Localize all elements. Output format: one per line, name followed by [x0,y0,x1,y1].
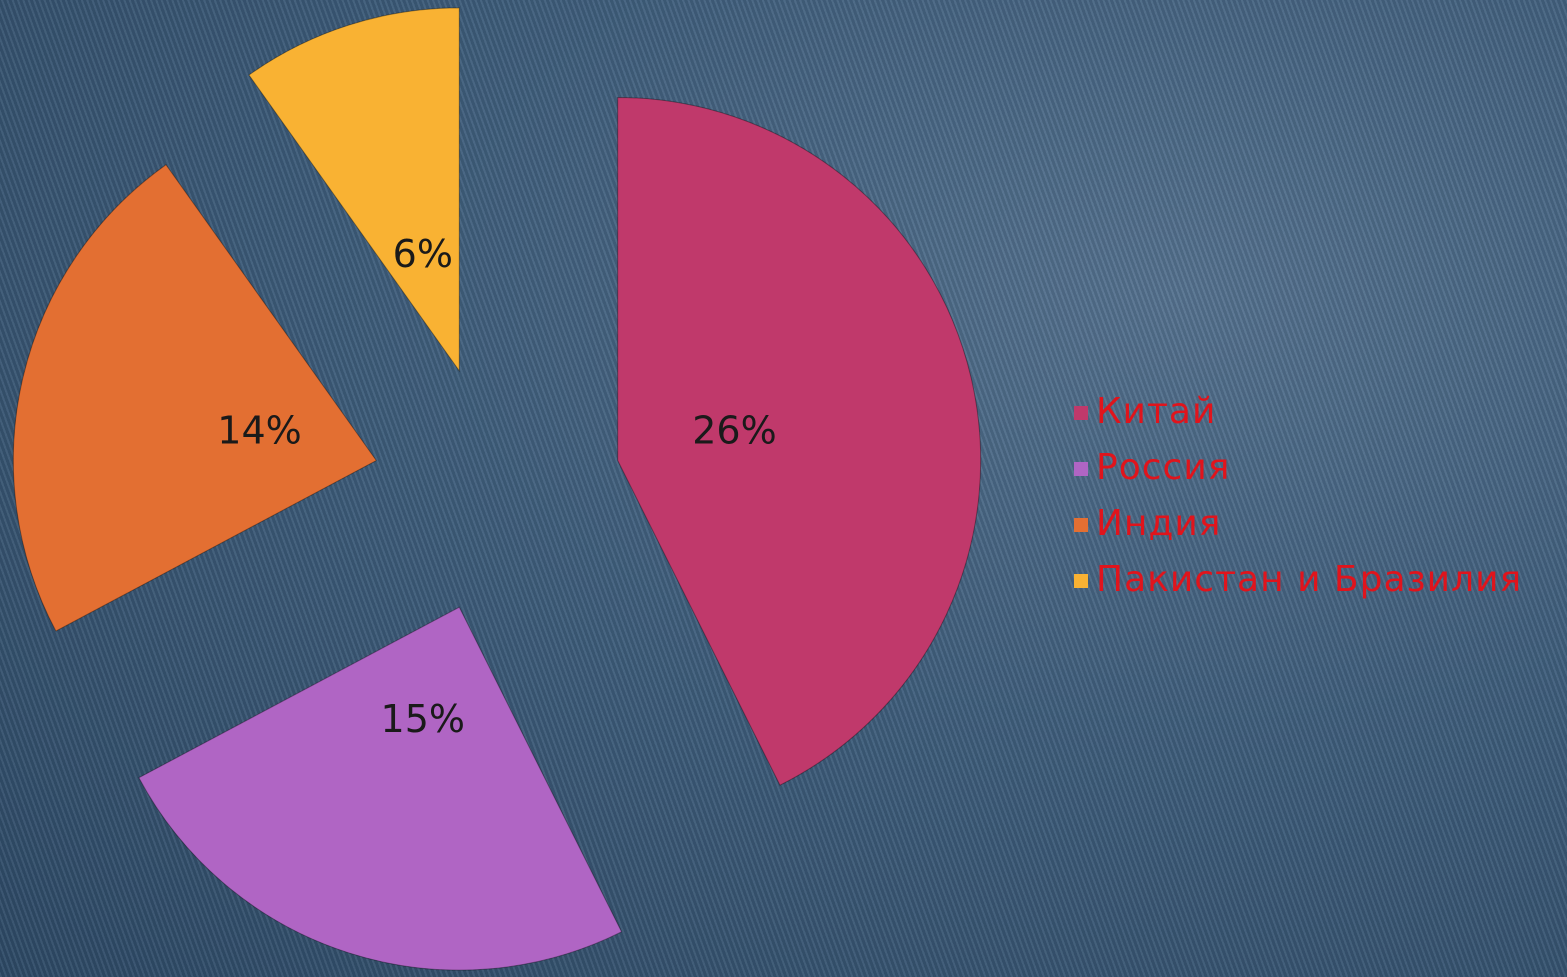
legend-swatch [1074,406,1088,420]
legend-label: Китай [1096,391,1216,432]
slice-label: 15% [381,697,465,741]
legend-swatch [1074,574,1088,588]
legend-swatch [1074,462,1088,476]
slice-label: 14% [217,408,301,452]
legend-label: Индия [1096,503,1221,544]
legend-swatch [1074,518,1088,532]
legend-label: Пакистан и Бразилия [1096,559,1522,600]
slice-label: 26% [692,408,776,452]
pie-slice [248,7,460,373]
legend-label: Россия [1096,447,1230,488]
pie-slice [138,606,623,971]
slice-label: 6% [393,232,453,276]
pie-slice [12,163,378,632]
pie-slice [617,97,982,786]
